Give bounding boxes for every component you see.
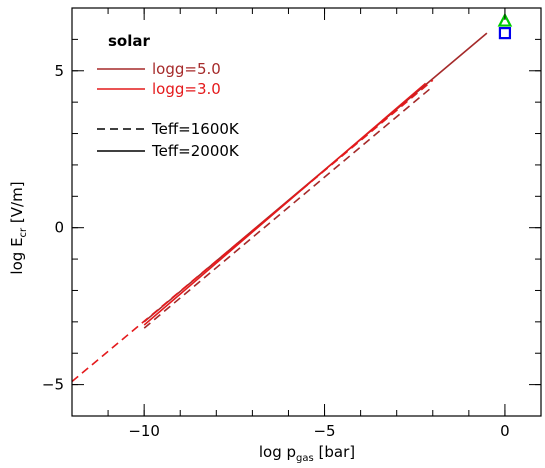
x-axis-label-suffix: [bar] (314, 443, 355, 461)
y-axis-label-prefix: log E (8, 237, 26, 274)
legend-title: solar (108, 32, 150, 50)
axes: −10 −5 0 −5 0 5 (42, 7, 542, 440)
y-tick-label: 0 (54, 219, 64, 237)
marker-square (498, 27, 512, 40)
y-tick-label: 5 (54, 62, 64, 80)
legend-label-1: logg=3.0 (152, 80, 221, 98)
y-axis-label: log Ecr [V/m] (8, 181, 29, 274)
x-axis-label-sub: gas (296, 453, 314, 464)
x-tick-label: −10 (128, 422, 160, 440)
y-axis-label-suffix: [V/m] (8, 181, 26, 227)
legend-label-3: Teff=2000K (151, 142, 240, 160)
series-line-2 (143, 85, 434, 329)
x-axis-label: log pgas [bar] (259, 443, 355, 464)
y-tick-label: −5 (42, 376, 64, 394)
x-tick-label: 0 (500, 422, 510, 440)
y-axis-label-sub: cr (18, 227, 29, 237)
legend-label-0: logg=5.0 (152, 60, 221, 78)
legend-label-2: Teff=1600K (151, 120, 240, 138)
x-axis-label-prefix: log p (259, 443, 296, 461)
plot-area (71, 12, 513, 383)
x-tick-label: −5 (313, 422, 335, 440)
plot-frame (71, 7, 542, 417)
series-line-3 (71, 79, 434, 383)
marker-triangle (497, 12, 513, 27)
